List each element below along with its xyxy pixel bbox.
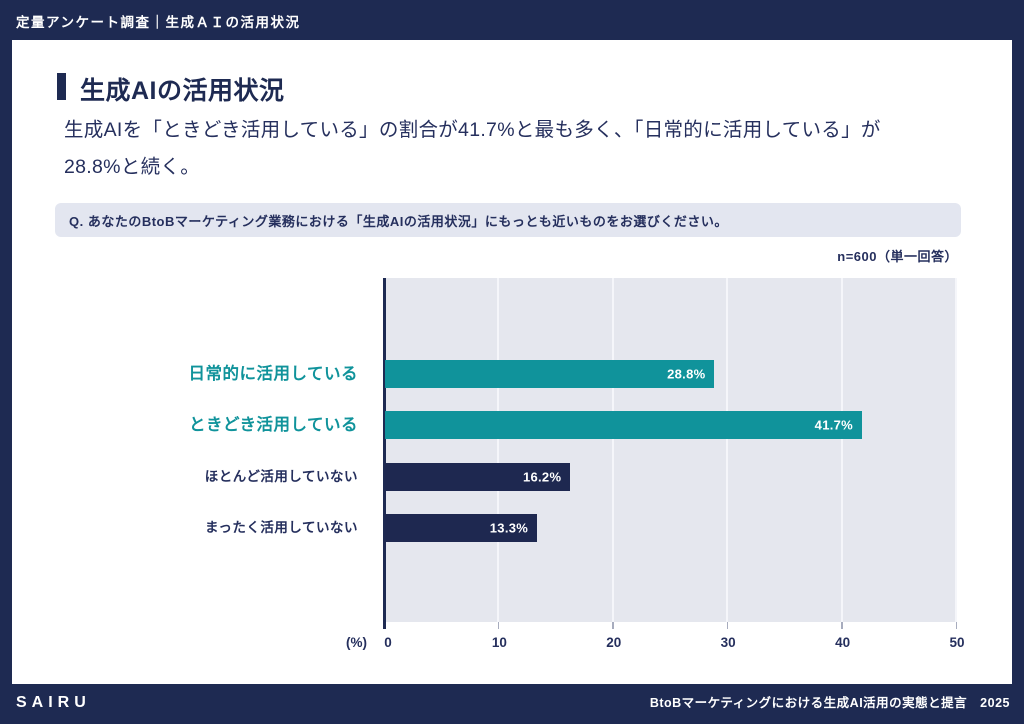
y-axis-line	[383, 278, 386, 629]
category-label-3: まったく活用していない	[204, 520, 358, 535]
gridline-30	[726, 278, 729, 622]
tick-label-0: 0	[384, 635, 392, 650]
tick-mark-10	[497, 622, 500, 629]
bar-0: 28.8%	[385, 360, 715, 388]
tick-label-40: 40	[835, 635, 851, 650]
title-marker-bar	[57, 73, 66, 100]
tick-mark-30	[726, 622, 729, 629]
gridline-40	[840, 278, 843, 622]
tick-mark-50	[955, 622, 957, 629]
bar-1: 41.7%	[385, 411, 863, 439]
tick-label-10: 10	[491, 635, 507, 650]
tick-label-20: 20	[606, 635, 622, 650]
gridline-20	[611, 278, 614, 622]
window-header-title: 定量アンケート調査｜生成ＡＩの活用状況	[16, 15, 301, 30]
tick-label-30: 30	[720, 635, 736, 650]
category-label-1: ときどき活用している	[188, 415, 358, 434]
chart-plot-area	[385, 278, 957, 622]
lead-text: 生成AIを「ときどき活用している」の割合が41.7%と最も多く、「日常的に活用し…	[64, 112, 974, 186]
category-label-2: ほとんど活用していない	[204, 469, 358, 484]
bar-value-label: 41.7%	[814, 417, 854, 433]
footer-logo: SAIRU	[16, 694, 91, 711]
lead-text-line1: 生成AIを「ときどき活用している」の割合が41.7%と最も多く、「日常的に活用し…	[64, 119, 881, 141]
tick-mark-20	[612, 622, 614, 629]
tick-label-50: 50	[949, 635, 965, 650]
sample-size-note: n=600（単一回答）	[837, 249, 958, 264]
question-box: Q. あなたのBtoBマーケティング業務における「生成AIの活用状況」にもっとも…	[55, 203, 961, 237]
lead-text-line2: 28.8%と続く。	[64, 156, 200, 178]
page-title: 生成AIの活用状況	[80, 77, 285, 105]
bar-value-label: 13.3%	[489, 520, 529, 536]
slide-card: 生成AIの活用状況 生成AIを「ときどき活用している」の割合が41.7%と最も多…	[12, 40, 1012, 684]
bar-value-label: 28.8%	[667, 366, 706, 382]
tick-mark-40	[841, 622, 843, 629]
question-text: Q. あなたのBtoBマーケティング業務における「生成AIの活用状況」にもっとも…	[69, 213, 728, 229]
gridline-50	[955, 278, 957, 622]
x-axis-unit-label: (%)	[346, 635, 367, 650]
category-label-0: 日常的に活用している	[188, 364, 358, 383]
gridline-10	[497, 278, 500, 622]
bar-value-label: 16.2%	[522, 469, 562, 485]
bar-2: 16.2%	[385, 463, 571, 491]
bar-3: 13.3%	[385, 514, 538, 542]
footer-caption: BtoBマーケティングにおける生成AI活用の実態と提言 2025	[649, 696, 1010, 710]
